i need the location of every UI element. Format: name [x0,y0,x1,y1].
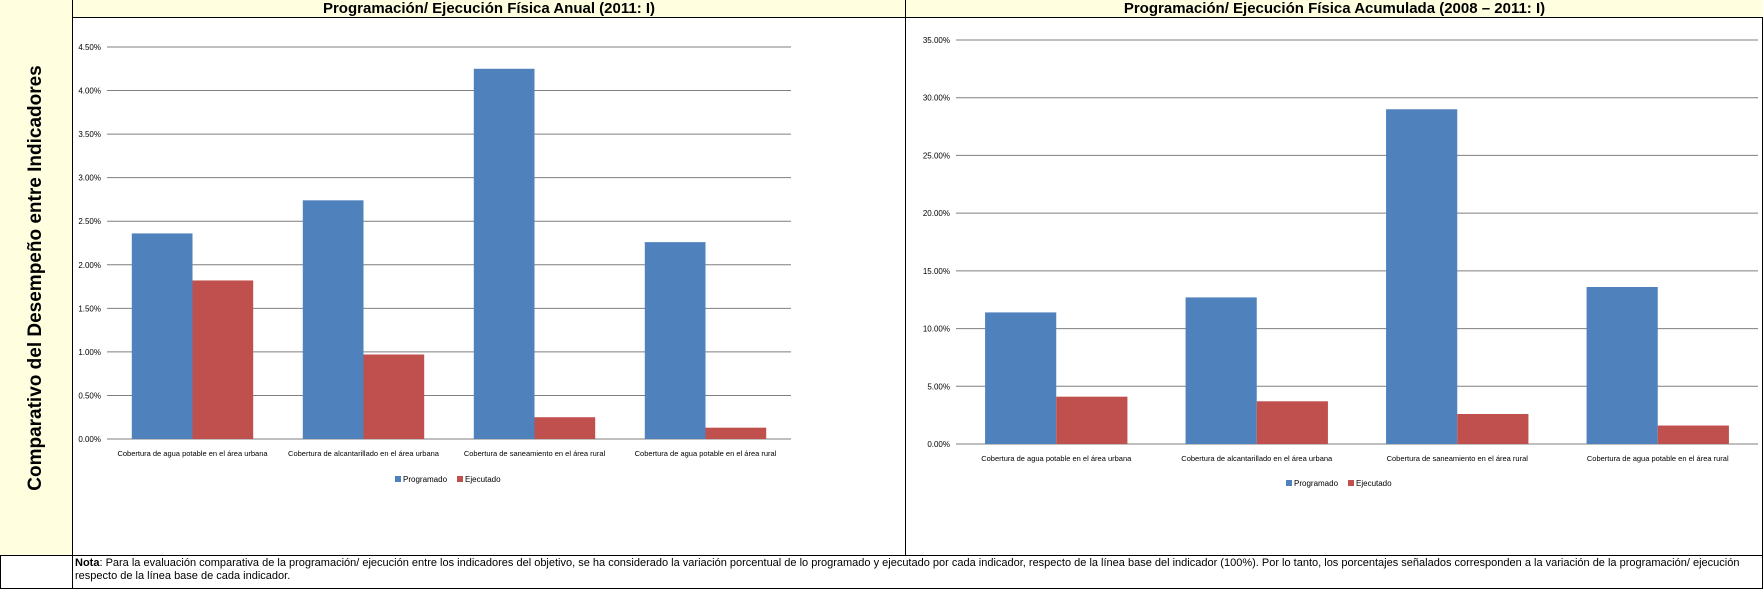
legend-label: Programado [1294,479,1339,488]
x-tick-label: Cobertura de alcantarillado en el área u… [288,449,440,458]
note-body: : Para la evaluación comparativa de la p… [75,557,1740,582]
y-tick-label: 4.00% [78,87,101,96]
note-text: Nota: Para la evaluación comparativa de … [75,557,1763,583]
bar-programado [302,200,364,439]
y-tick-label: 0.00% [927,440,950,449]
legend-swatch [395,476,401,482]
y-tick-label: 0.50% [78,391,101,400]
bar-ejecutado [1056,396,1128,444]
chart-annual: 0.00% 0.50% 1.00% 1.50% 2.00% 2.50% 3.00% 3.50%… [78,43,791,484]
legend-label: Programado [403,475,448,484]
x-tick-label: Cobertura de saneamiento en el área rura… [464,449,606,458]
y-tick-label: 20.00% [923,209,950,218]
note-label: Nota [75,557,100,569]
bar-ejecutado [705,427,767,439]
note-box: Nota: Para la evaluación comparativa de … [72,555,1763,589]
bar-ejecutado [534,417,596,439]
bar-programado [1386,109,1458,444]
bar-ejecutado [1256,401,1328,444]
bar-ejecutado [363,354,425,439]
y-tick-label: 30.00% [923,94,950,103]
y-tick-label: 15.00% [923,267,950,276]
legend-swatch [1286,480,1292,486]
legend-label: Ejecutado [1356,479,1392,488]
side-label: Comparativo del Desempeño entre Indicado… [25,65,46,491]
x-tick-label: Cobertura de agua potable en el área rur… [635,449,777,458]
chart-cumulative: 0.00% 5.00% 10.00% 15.00% 20.00% 25.00% 30.00%… [923,36,1758,488]
y-tick-label: 4.50% [78,43,101,52]
y-tick-label: 25.00% [923,151,950,160]
panel-divider [905,0,906,555]
bar-programado [1586,287,1658,444]
y-tick-label: 2.00% [78,261,101,270]
legend-swatch [457,476,463,482]
chart-title-cumulative: Programación/ Ejecución Física Acumulada… [906,0,1763,18]
x-tick-label: Cobertura de agua potable en el área urb… [117,449,268,458]
y-tick-label: 5.00% [927,382,950,391]
legend-swatch [1348,480,1354,486]
x-tick-label: Cobertura de agua potable en el área rur… [1587,454,1729,463]
side-header: Comparativo del Desempeño entre Indicado… [0,0,73,556]
bar-programado [1185,297,1257,444]
y-tick-label: 2.50% [78,217,101,226]
bar-programado [131,233,193,439]
y-tick-label: 35.00% [923,36,950,45]
y-tick-label: 1.50% [78,304,101,313]
bar-ejecutado [192,280,254,439]
x-tick-label: Cobertura de alcantarillado en el área u… [1181,454,1333,463]
y-tick-label: 3.50% [78,130,101,139]
x-tick-label: Cobertura de agua potable en el área urb… [981,454,1132,463]
chart-title-annual: Programación/ Ejecución Física Anual (20… [73,0,906,18]
y-tick-label: 3.00% [78,174,101,183]
bar-programado [644,242,706,439]
y-tick-label: 10.00% [923,325,950,334]
y-tick-label: 0.00% [78,435,101,444]
bar-ejecutado [1457,413,1529,444]
y-tick-label: 1.00% [78,348,101,357]
legend-label: Ejecutado [465,475,501,484]
x-tick-label: Cobertura de saneamiento en el área rura… [1387,454,1529,463]
bar-ejecutado [1657,425,1729,444]
bar-programado [985,312,1057,444]
bar-programado [473,68,535,440]
